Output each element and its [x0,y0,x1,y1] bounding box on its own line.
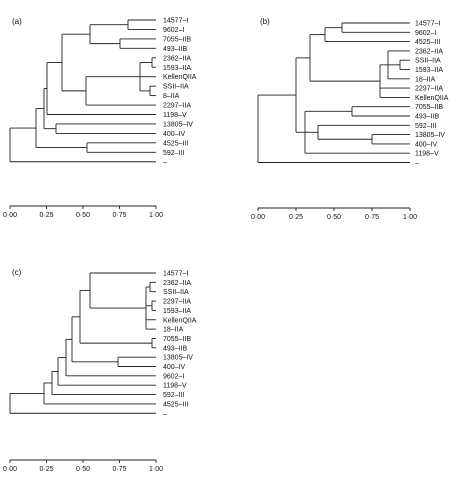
axis-tick-label: 0·00 [3,212,17,219]
leaf-label: 1593–IIA [163,65,191,72]
leaf-label: 18–IIA [163,327,184,334]
leaf-label: 14577–I [415,21,440,28]
panel-c-tree [9,272,156,414]
leaf-label: 493–IIB [163,345,187,352]
panel-a-tag: (a) [12,17,22,26]
leaf-label: 2362–IIA [415,48,443,55]
leaf-label: 4525–III [163,401,188,408]
axis-tick-label: 0·50 [76,212,90,219]
leaf-label: 7055–IIB [415,104,443,111]
leaf-label: KellenQIIA [163,317,197,324]
leaf-label: 2297–IIA [163,299,191,306]
panel-a-axis: 0·00 0·25 0·50 0·75 1·00 [3,205,163,219]
leaf-label: 400–IV [163,364,186,371]
leaf-label: SSII–IIA [163,84,189,91]
axis-tick-label: 0·50 [327,214,341,221]
leaf-label: 7055–IIB [163,36,191,43]
leaf-label: 2297–IIA [415,86,443,93]
leaf-label: 4525–III [163,140,188,147]
leaf-label: SSII–IIA [415,58,441,65]
leaf-label: 2362–IIA [163,55,191,62]
leaf-label: 400–IV [415,141,438,148]
axis-tick-label: 1·00 [149,466,163,473]
axis-tick-label: 1·00 [403,214,417,221]
panel-b-leaf-labels: 14577–I 9602–I 4525–III 2362–IIA SSII–IIA 159… [415,21,449,168]
leaf-label: 493–IIB [163,46,187,53]
leaf-label: 400–IV [163,131,186,138]
axis-tick-label: 0·75 [112,466,126,473]
leaf-label: 18–IIA [415,76,436,83]
panel-c-tag: (c) [12,268,22,277]
leaf-label: 7055–IIB [163,336,191,343]
leaf-label: 14577–I [163,18,188,25]
leaf-label: 9602–I [163,373,184,380]
axis-tick-label: 0·25 [39,212,53,219]
leaf-label: – [415,160,419,167]
panel-b: (b) 14577–I 9602–I 4525–III 2362–IIA SSII–II… [251,17,449,221]
panel-c: (c) 14577–I 2362–IIA SSII–IIA 2297–IIA 1593–… [3,268,197,473]
leaf-label: 1198–V [163,112,187,119]
axis-tick-label: 0·00 [3,466,17,473]
leaf-label: 1198–V [163,383,187,390]
panel-c-leaf-labels: 14577–I 2362–IIA SSII–IIA 2297–IIA 1593–IIA K… [163,271,197,418]
leaf-label: 592–III [163,150,184,157]
axis-tick-label: 0·25 [39,466,53,473]
leaf-label: 13805–IV [163,355,193,362]
leaf-label: 1198–V [415,151,439,158]
leaf-label: KellenQIIA [415,95,449,102]
panel-a-tree [9,19,156,163]
panel-a-leaf-labels: 14577–I 9602–I 7055–IIB 493–IIB 2362–IIA 1593… [163,18,197,167]
leaf-label: 592–III [163,392,184,399]
leaf-label: – [163,411,167,418]
axis-tick-label: 0·75 [112,212,126,219]
leaf-label: 14577–I [163,271,188,278]
axis-tick-label: 0·00 [251,214,265,221]
leaf-label: 9602–I [415,30,436,37]
leaf-label: KellenQIIA [163,74,197,81]
leaf-label: SSII–IIA [163,289,189,296]
leaf-label: 2362–IIA [163,280,191,287]
leaf-label: 13805–IV [163,121,193,128]
axis-tick-label: 0·25 [289,214,303,221]
axis-tick-label: 1·00 [149,212,163,219]
leaf-label: 1593–IIA [163,308,191,315]
axis-tick-label: 0·50 [76,466,90,473]
panel-b-axis: 0·00 0·25 0·50 0·75 1·00 [251,207,417,221]
leaf-label: – [163,159,167,166]
leaf-label: 9602–I [163,27,184,34]
panel-a: (a) 14577–I 9602–I 7055–IIB 493–IIB 2362–IIA… [3,17,197,219]
leaf-label: 493–IIB [415,114,439,121]
leaf-label: 4525–III [415,39,440,46]
panel-b-tree [257,22,410,163]
panel-c-axis: 0·00 0·25 0·50 0·75 1·00 [3,459,163,473]
leaf-label: 2297–IIA [163,103,191,110]
leaf-label: 1593–IIA [415,67,443,74]
leaf-label: 8–IIA [163,93,180,100]
panel-b-tag: (b) [260,17,270,26]
axis-tick-label: 0·75 [365,214,379,221]
leaf-label: 592–III [415,123,436,130]
leaf-label: 13805–IV [415,132,445,139]
